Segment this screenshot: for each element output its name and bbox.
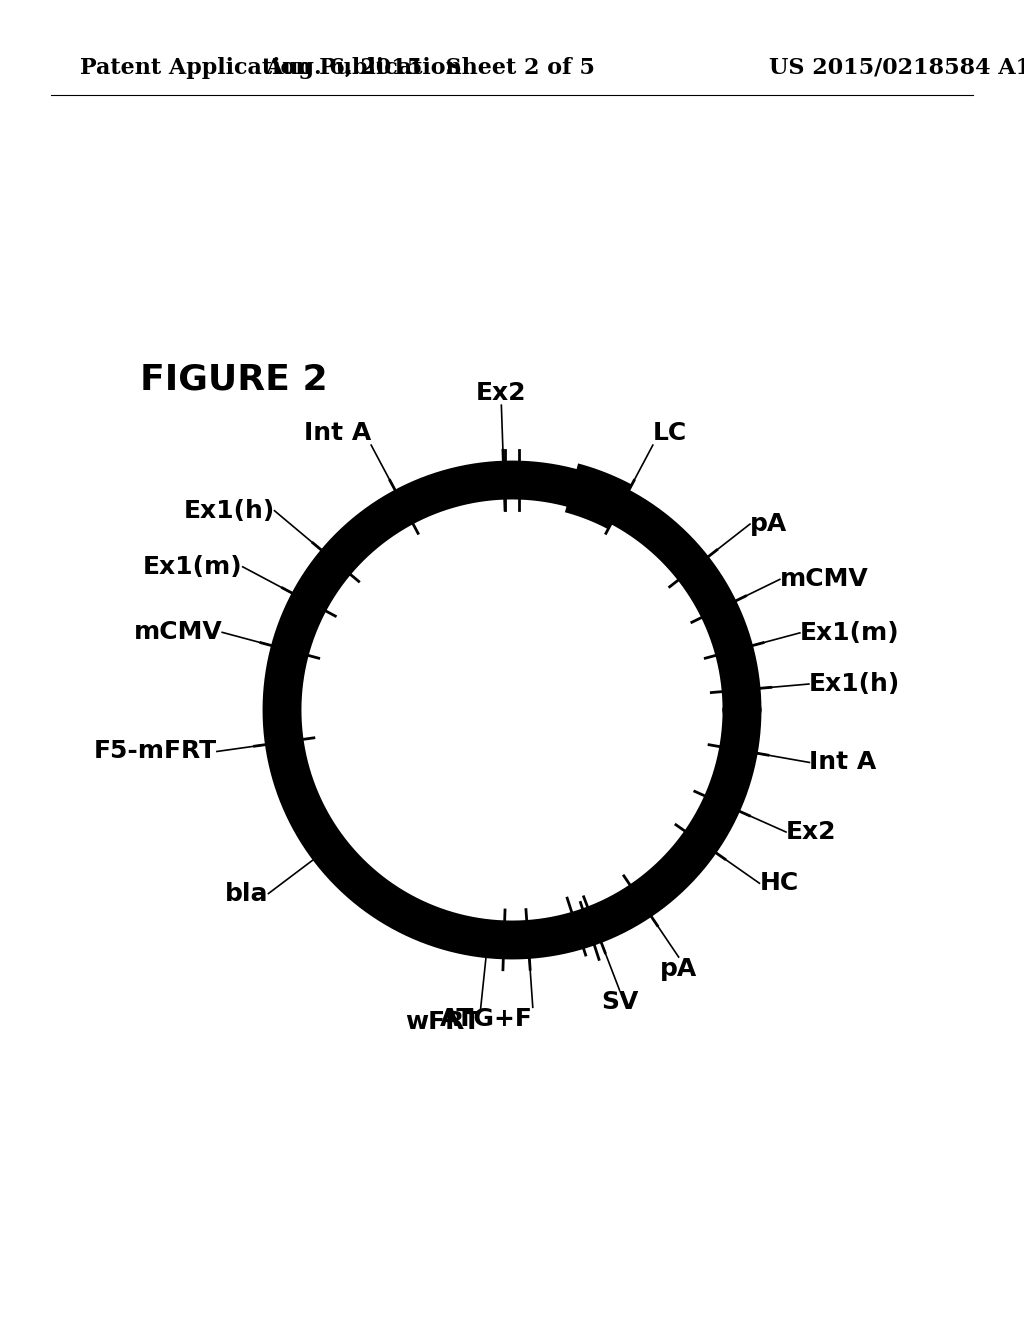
Polygon shape (724, 770, 734, 800)
Text: F5-mFRT: F5-mFRT (94, 739, 217, 763)
Text: mCMV: mCMV (133, 620, 222, 644)
Polygon shape (657, 531, 681, 553)
Text: pA: pA (660, 957, 697, 981)
Polygon shape (425, 486, 456, 496)
Text: Patent Application Publication: Patent Application Publication (80, 57, 462, 79)
Text: mCMV: mCMV (780, 568, 868, 591)
Text: FIGURE 2: FIGURE 2 (140, 363, 328, 397)
Polygon shape (287, 758, 296, 789)
Text: Ex1(h): Ex1(h) (183, 499, 274, 523)
Text: Ex2: Ex2 (476, 381, 526, 405)
Text: HC: HC (760, 871, 799, 895)
Polygon shape (548, 931, 580, 937)
Polygon shape (429, 925, 461, 935)
Text: bla: bla (225, 882, 268, 906)
Text: Int A: Int A (809, 751, 877, 775)
Polygon shape (283, 653, 289, 686)
Text: Ex1(m): Ex1(m) (143, 554, 243, 578)
Polygon shape (556, 483, 588, 492)
Text: Ex2: Ex2 (786, 820, 837, 843)
Text: US 2015/0218584 A1: US 2015/0218584 A1 (769, 57, 1024, 79)
Text: ATG+F: ATG+F (440, 1007, 532, 1031)
Polygon shape (314, 565, 333, 591)
Text: Ex1(h): Ex1(h) (809, 672, 900, 696)
Text: pA: pA (750, 512, 787, 536)
Text: wFRT: wFRT (406, 1010, 480, 1035)
Polygon shape (360, 883, 387, 903)
Text: SV: SV (601, 990, 638, 1014)
Polygon shape (735, 653, 741, 686)
Text: Aug. 6, 2015   Sheet 2 of 5: Aug. 6, 2015 Sheet 2 of 5 (265, 57, 595, 79)
Polygon shape (605, 906, 634, 920)
Text: Int A: Int A (304, 421, 371, 445)
Polygon shape (656, 867, 681, 890)
Text: LC: LC (653, 421, 687, 445)
Polygon shape (719, 609, 731, 639)
Text: Ex1(m): Ex1(m) (800, 620, 899, 645)
